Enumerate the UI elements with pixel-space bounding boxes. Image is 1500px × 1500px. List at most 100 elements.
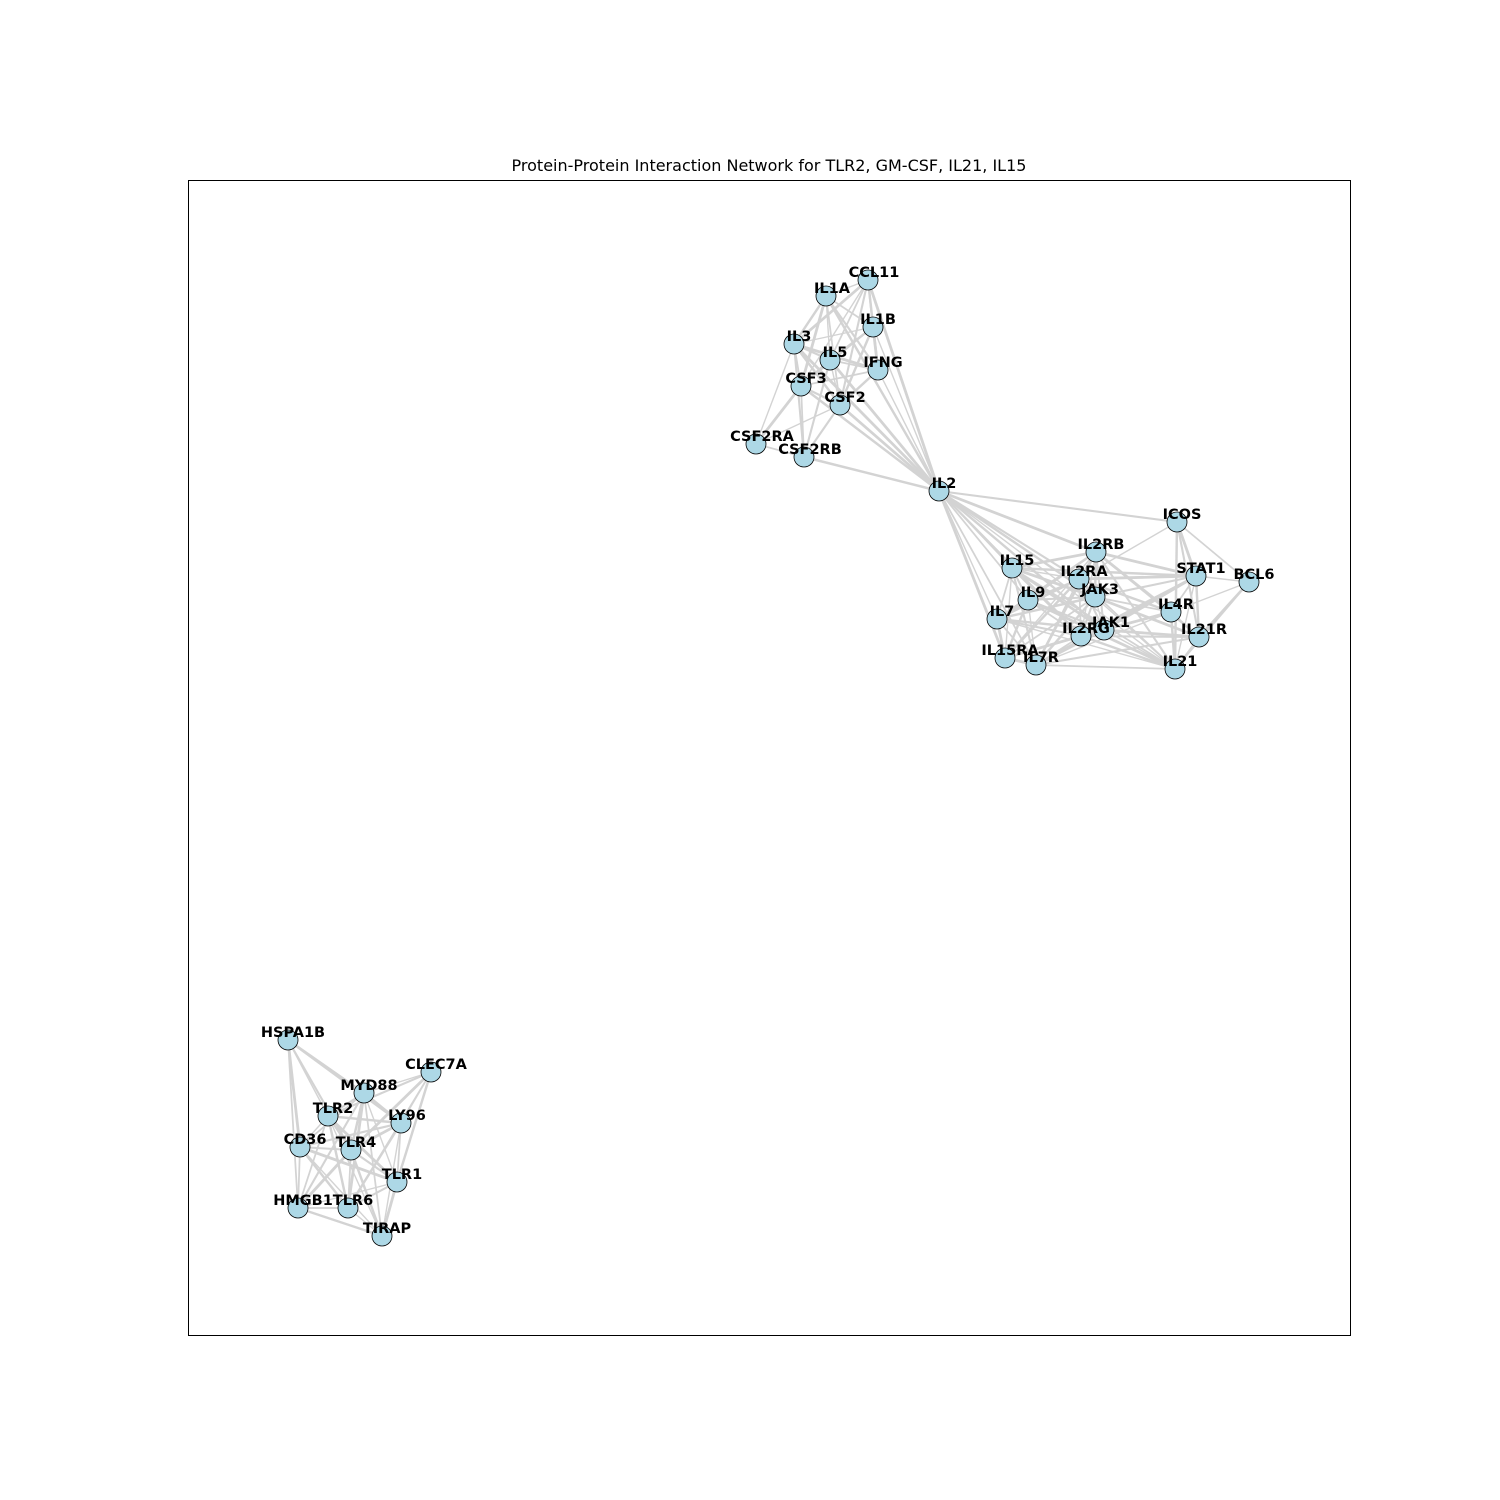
node-label-il4r: IL4R xyxy=(1158,597,1194,613)
edge-il2ra-stat1 xyxy=(1078,574,1197,581)
node-label-il7: IL7 xyxy=(990,604,1015,620)
edge-clec7a-tlr1 xyxy=(395,1071,433,1183)
node-cd36 xyxy=(289,1136,311,1158)
edge-csf3-csf2ra xyxy=(754,385,803,445)
edge-csf3-csf2rb xyxy=(800,385,805,458)
edge-csf3-il2 xyxy=(800,385,940,492)
node-label-cd36: CD36 xyxy=(284,1132,327,1148)
node-il5 xyxy=(819,349,841,371)
edge-icos-bcl6 xyxy=(1176,521,1250,583)
node-label-tlr2: TLR2 xyxy=(313,1101,353,1117)
edge-ccl11-il5 xyxy=(829,279,869,361)
edge-cd36-tlr1 xyxy=(299,1145,398,1184)
node-label-tirap: TIRAP xyxy=(363,1221,412,1237)
edge-il2-jak1 xyxy=(938,490,1105,631)
node-myd88 xyxy=(353,1082,375,1104)
edge-il7r-il21 xyxy=(1035,664,1176,670)
node-tlr2 xyxy=(317,1105,339,1127)
edge-il2-il9 xyxy=(938,490,1029,601)
edge-il9-jak3 xyxy=(1027,595,1096,602)
node-il9 xyxy=(1017,589,1039,611)
edge-tlr4-tirap xyxy=(349,1149,384,1237)
node-il21r xyxy=(1188,626,1210,648)
node-il3 xyxy=(783,333,805,355)
node-il4r xyxy=(1160,601,1182,623)
edge-il15-il21 xyxy=(1011,567,1176,670)
node-il2rb xyxy=(1085,541,1107,563)
node-jak1 xyxy=(1093,619,1115,641)
node-hspa1b xyxy=(277,1029,299,1051)
node-label-ifng: IFNG xyxy=(863,355,902,371)
edge-ifng-csf3 xyxy=(800,369,879,387)
edge-il2-icos xyxy=(938,489,1178,524)
node-il1b xyxy=(862,316,884,338)
node-label-il15: IL15 xyxy=(1000,553,1035,569)
edge-il2rb-il15 xyxy=(1011,550,1097,570)
node-label-hmgb1: HMGB1 xyxy=(273,1193,333,1209)
edge-il9-il2rg xyxy=(1027,599,1082,637)
edge-myd88-hmgb1 xyxy=(297,1092,365,1209)
edge-tlr4-hmgb1 xyxy=(296,1149,353,1209)
edge-il2ra-il15ra xyxy=(1004,578,1080,659)
node-label-jak1: JAK1 xyxy=(1091,615,1130,631)
node-csf2ra xyxy=(745,433,767,455)
node-bcl6 xyxy=(1238,571,1260,593)
edge-il15-stat1 xyxy=(1011,566,1197,578)
node-il15ra xyxy=(994,647,1016,669)
edge-ifng-il2 xyxy=(877,369,940,492)
edge-cd36-tirap xyxy=(299,1146,383,1237)
edge-ccl11-il2 xyxy=(866,279,941,492)
node-label-il21: IL21 xyxy=(1163,654,1198,670)
edge-stat1-jak3 xyxy=(1094,574,1197,599)
edge-il2-il15ra xyxy=(937,490,1007,659)
node-label-il2rb: IL2RB xyxy=(1078,537,1125,553)
edge-il3-csf2 xyxy=(793,343,841,406)
node-stat1 xyxy=(1185,565,1207,587)
edge-il1b-il3 xyxy=(793,326,874,345)
edge-il7-il2rg xyxy=(996,617,1082,638)
node-label-il1a: IL1A xyxy=(814,281,851,297)
node-label-csf2rb: CSF2RB xyxy=(778,442,842,458)
edge-il2ra-il4r xyxy=(1078,577,1172,614)
node-label-il21r: IL21R xyxy=(1181,622,1227,638)
edge-csf2rb-il2 xyxy=(803,455,940,493)
node-ifng xyxy=(867,359,889,381)
edge-tlr2-tlr1 xyxy=(327,1114,398,1184)
edge-jak3-il15ra xyxy=(1004,596,1096,659)
node-il1a xyxy=(815,285,837,307)
node-il7 xyxy=(986,608,1008,630)
edge-il3-csf2ra xyxy=(755,343,795,445)
edge-il2-il2rb xyxy=(938,489,1097,554)
node-label-tlr4: TLR4 xyxy=(336,1135,376,1151)
edge-hspa1b-tlr4 xyxy=(287,1039,352,1151)
node-label-il7r: IL7R xyxy=(1023,650,1059,666)
node-label-il5: IL5 xyxy=(823,345,848,361)
node-label-icos: ICOS xyxy=(1163,507,1202,523)
node-label-il1b: IL1B xyxy=(860,312,896,328)
node-label-ccl11: CCL11 xyxy=(849,265,900,281)
edge-stat1-il21 xyxy=(1174,575,1197,670)
edge-il1a-csf3 xyxy=(799,295,828,387)
node-tirap xyxy=(371,1225,393,1247)
edge-csf2-csf2ra xyxy=(755,404,841,445)
node-il21 xyxy=(1164,658,1186,680)
edge-tlr2-ly96 xyxy=(327,1114,402,1125)
node-il2 xyxy=(928,480,950,502)
node-label-tlr6: TLR6 xyxy=(333,1193,373,1209)
node-csf2rb xyxy=(793,446,815,468)
edge-hspa1b-hmgb1 xyxy=(287,1039,299,1209)
node-label-il2rg: IL2RG xyxy=(1062,621,1110,637)
edge-hmgb1-tirap xyxy=(297,1206,383,1238)
node-csf2 xyxy=(829,394,851,416)
edge-il2-il7r xyxy=(938,490,1037,666)
node-label-csf2: CSF2 xyxy=(824,390,865,406)
node-icos xyxy=(1166,511,1188,533)
node-label-csf2ra: CSF2RA xyxy=(730,429,795,445)
edge-il1a-ifng xyxy=(825,295,879,371)
node-label-bcl6: BCL6 xyxy=(1233,567,1274,583)
edge-il1a-il2 xyxy=(824,295,941,492)
node-label-csf3: CSF3 xyxy=(785,371,826,387)
edge-il3-il2 xyxy=(793,343,940,492)
